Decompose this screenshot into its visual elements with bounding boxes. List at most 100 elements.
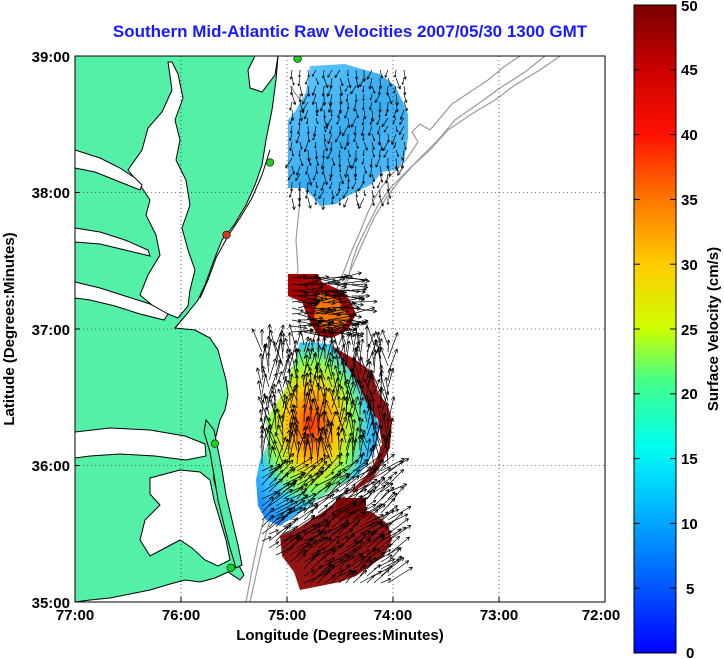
velocity-vector [303,303,319,309]
velocity-vector [338,473,349,479]
velocity-vector [345,452,350,465]
velocity-vector [351,299,378,304]
velocity-vector [346,69,350,77]
velocity-vector [321,165,325,175]
velocity-vector [393,69,397,78]
velocity-vector [317,560,333,570]
velocity-vector [311,85,317,96]
velocity-vector [380,511,389,521]
velocity-vector [401,77,405,85]
velocity-vector [307,133,311,143]
velocity-vector [387,518,409,535]
velocity-vector [302,404,307,423]
velocity-vector [291,404,298,423]
velocity-vector [392,117,397,125]
velocity-vector [351,331,365,336]
velocity-vector [338,535,349,542]
velocity-vector [323,173,328,186]
velocity-vector [291,325,307,330]
velocity-vector [370,109,375,122]
velocity-vector [316,337,321,353]
velocity-vector [368,125,373,136]
colorbar-tick-label: 50 [681,0,698,15]
velocity-vector [339,173,345,185]
velocity-vector [327,376,333,388]
velocity-vector [323,125,327,133]
velocity-vector [310,547,326,556]
velocity-vector [299,141,303,150]
velocity-vector [282,354,290,374]
velocity-vector [291,274,307,279]
velocity-vector [339,85,344,96]
radar-station-marker [293,56,302,63]
velocity-vector [351,306,375,315]
velocity-vector [344,85,349,92]
velocity-vector [320,436,333,465]
velocity-vector [398,125,405,136]
velocity-vector [380,488,390,500]
velocity-vector [374,93,381,103]
colorbar-tick-label: 45 [681,62,698,79]
velocity-vector [258,409,263,423]
velocity-vectors [251,69,413,584]
velocity-vector [340,428,347,444]
velocity-vector [322,149,326,159]
velocity-vector [331,569,344,577]
colorbar-tick-label: 40 [681,127,698,144]
velocity-vector [289,101,293,111]
velocity-vector [339,271,362,279]
velocity-vector [351,277,370,283]
velocity-vector [323,133,327,142]
velocity-vector [305,417,312,437]
velocity-vector [345,487,356,493]
velocity-vector [401,133,405,141]
velocity-vector [303,354,309,381]
velocity-vector [360,125,365,136]
velocity-vector [321,320,343,327]
velocity-vector [393,141,397,149]
velocity-vector [300,374,306,388]
colorbar: 50 45 40 35 30 25 20 15 10 5 0 Surface V… [633,0,722,659]
velocity-vector [328,387,340,416]
velocity-vector [333,365,340,381]
velocity-vector [287,380,298,402]
velocity-vector [315,165,319,174]
velocity-vector [345,469,360,486]
velocity-vector [285,157,293,169]
radar-station-marker [210,439,220,448]
velocity-vector [313,352,319,374]
velocity-vector [261,536,272,542]
velocity-vector [290,109,295,121]
velocity-vector [328,101,333,113]
velocity-vector [299,157,304,167]
velocity-vector [387,566,413,584]
velocity-vector [345,540,359,549]
x-tick-label: 74:00 [374,607,412,624]
velocity-vector [280,414,285,444]
velocity-vector [347,173,350,183]
velocity-vector [303,372,309,402]
velocity-vector [291,165,296,175]
velocity-vector [331,189,335,200]
velocity-vector [335,411,347,437]
velocity-vector [298,93,302,103]
x-tick-labels: 77:00 76:00 75:00 74:00 73:00 72:00 [56,607,620,624]
velocity-vector [313,189,317,197]
y-tick-label: 39:00 [32,49,70,66]
velocity-vector [395,125,399,133]
velocity-vector [291,93,297,106]
y-tick-labels: 39:00 38:00 37:00 36:00 35:00 [32,49,70,612]
velocity-vector [345,313,362,319]
velocity-vector [296,472,307,479]
velocity-vector [314,437,319,465]
velocity-vector [359,338,365,360]
velocity-vector [379,173,384,183]
velocity-vector [362,133,365,141]
velocity-vector [367,404,375,430]
velocity-vector [343,380,354,409]
velocity-vector [334,355,340,374]
velocity-vector [344,141,349,150]
velocity-vector [306,117,309,125]
velocity-vector [352,507,363,514]
y-axis-label: Latitude (Degrees:Minutes) [1,232,18,425]
